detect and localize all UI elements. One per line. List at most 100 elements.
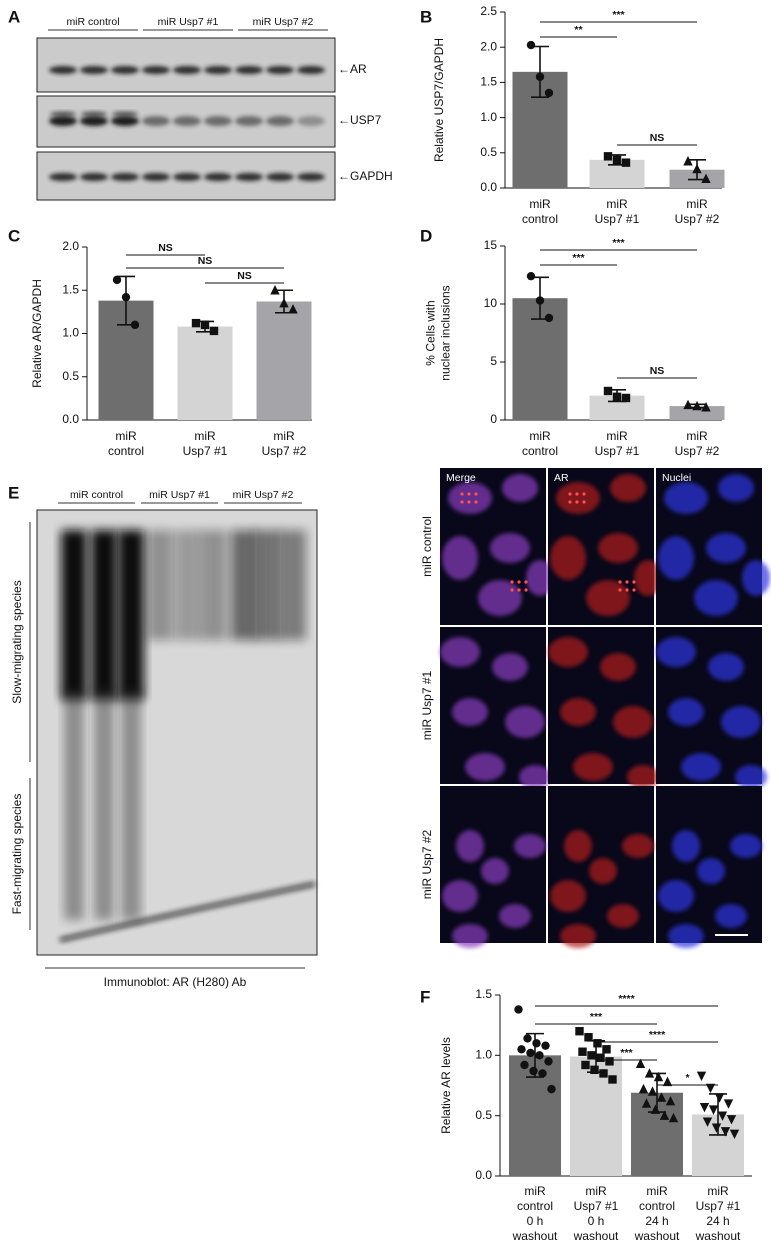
- data-point: [650, 1104, 661, 1114]
- y-tick-label: 5: [490, 354, 497, 368]
- data-point: [605, 1057, 614, 1066]
- cell-nucleus: [656, 637, 696, 667]
- data-point: [720, 1127, 731, 1137]
- x-tick-label: 24 h: [706, 1214, 729, 1228]
- data-point: [656, 1092, 667, 1102]
- cell-nucleus: [478, 580, 522, 616]
- y-tick-label: 0.0: [480, 180, 497, 194]
- significance-label: NS: [650, 132, 665, 144]
- blot-band: [142, 116, 170, 126]
- y-tick-label: 1.0: [480, 110, 497, 124]
- x-tick-label: miR: [115, 429, 137, 443]
- data-point: [520, 1060, 529, 1070]
- inclusion: [474, 492, 478, 496]
- blot-band: [112, 111, 138, 117]
- data-point: [602, 1045, 611, 1054]
- blot-band: [235, 66, 263, 74]
- cell-nucleus: [718, 474, 754, 502]
- data-point: [723, 1099, 734, 1109]
- blot-band: [80, 116, 108, 126]
- data-point: [683, 399, 693, 410]
- micrograph-column-label: Merge: [446, 472, 476, 484]
- data-point: [544, 1057, 553, 1066]
- cell-nucleus: [672, 830, 700, 862]
- x-tick-label: 24 h: [645, 1214, 668, 1228]
- blot-smear: [61, 530, 87, 700]
- inclusion: [632, 580, 636, 584]
- blot-box: [36, 37, 336, 93]
- x-tick-label: miR: [529, 197, 551, 211]
- data-point: [612, 392, 622, 401]
- cell-nucleus: [442, 536, 478, 580]
- data-point: [659, 1110, 670, 1120]
- band-label: ←GAPDH: [338, 169, 393, 183]
- blot-smear: [231, 530, 257, 640]
- data-point: [526, 40, 536, 50]
- x-tick-label: Usp7 #1: [595, 212, 640, 226]
- data-point: [665, 1095, 676, 1106]
- data-point: [635, 1058, 646, 1068]
- data-point: [590, 1065, 599, 1075]
- micrograph-column-label: AR: [554, 472, 569, 484]
- data-point: [535, 72, 545, 81]
- x-tick-label: miR: [194, 429, 216, 443]
- cell-nucleus: [573, 753, 613, 781]
- inclusion: [632, 588, 636, 592]
- data-point: [529, 1066, 538, 1076]
- cell-nucleus: [456, 830, 484, 862]
- x-tick-label: Usp7 #2: [675, 444, 720, 458]
- data-point: [200, 320, 210, 330]
- cell-nucleus: [598, 533, 638, 563]
- blot-smear: [94, 690, 114, 920]
- inclusion: [510, 588, 514, 592]
- bar: [256, 301, 312, 420]
- x-tick-label: miR: [524, 1184, 546, 1198]
- data-point: [701, 173, 711, 184]
- significance-label: **: [574, 24, 583, 36]
- x-tick-label: control: [639, 1199, 675, 1213]
- blot-band: [49, 66, 77, 74]
- inclusion: [582, 492, 586, 496]
- y-tick-label: 0.5: [475, 1108, 492, 1122]
- blot-smear: [280, 530, 306, 640]
- data-point: [641, 1098, 652, 1108]
- micrograph-row-label: miR Usp7 #1: [420, 670, 434, 740]
- data-point: [692, 163, 702, 174]
- blot-smear: [147, 530, 173, 640]
- data-point: [603, 152, 613, 161]
- x-tick-label: Usp7 #2: [262, 444, 307, 458]
- blot-band: [204, 173, 232, 181]
- cell-nucleus: [607, 904, 639, 928]
- data-point: [121, 292, 131, 302]
- blot-smear: [175, 530, 201, 640]
- significance-label: ****: [618, 993, 635, 1005]
- y-tick-label: 2.0: [62, 239, 79, 253]
- micrograph-row-label: miR Usp7 #2: [420, 829, 434, 899]
- blot-band: [266, 116, 294, 126]
- blot-smear: [118, 530, 144, 700]
- cell-nucleus: [586, 580, 630, 616]
- inclusion: [575, 492, 579, 496]
- data-point: [575, 1027, 584, 1036]
- blot-caption: Immunoblot: AR (H280) Ab: [104, 975, 247, 989]
- inclusion: [510, 580, 514, 584]
- data-point: [191, 318, 201, 328]
- data-point: [668, 1112, 679, 1123]
- blot-band: [266, 173, 294, 181]
- cell-nucleus: [742, 560, 770, 596]
- data-point: [523, 1034, 532, 1043]
- inclusion: [618, 588, 622, 592]
- data-point: [692, 400, 702, 411]
- x-tick-label: Usp7 #2: [675, 212, 720, 226]
- x-tick-label: miR: [529, 429, 551, 443]
- y-tick-label: 0.0: [475, 1168, 492, 1182]
- blot-band: [111, 66, 139, 74]
- data-point: [535, 296, 545, 305]
- data-point: [702, 1117, 713, 1127]
- inclusion: [517, 588, 521, 592]
- lane-group-label: miR Usp7 #2: [233, 489, 294, 501]
- significance-label: NS: [198, 255, 213, 267]
- significance-label: ***: [612, 237, 625, 249]
- cell-nucleus: [658, 880, 694, 912]
- inclusion: [460, 492, 464, 496]
